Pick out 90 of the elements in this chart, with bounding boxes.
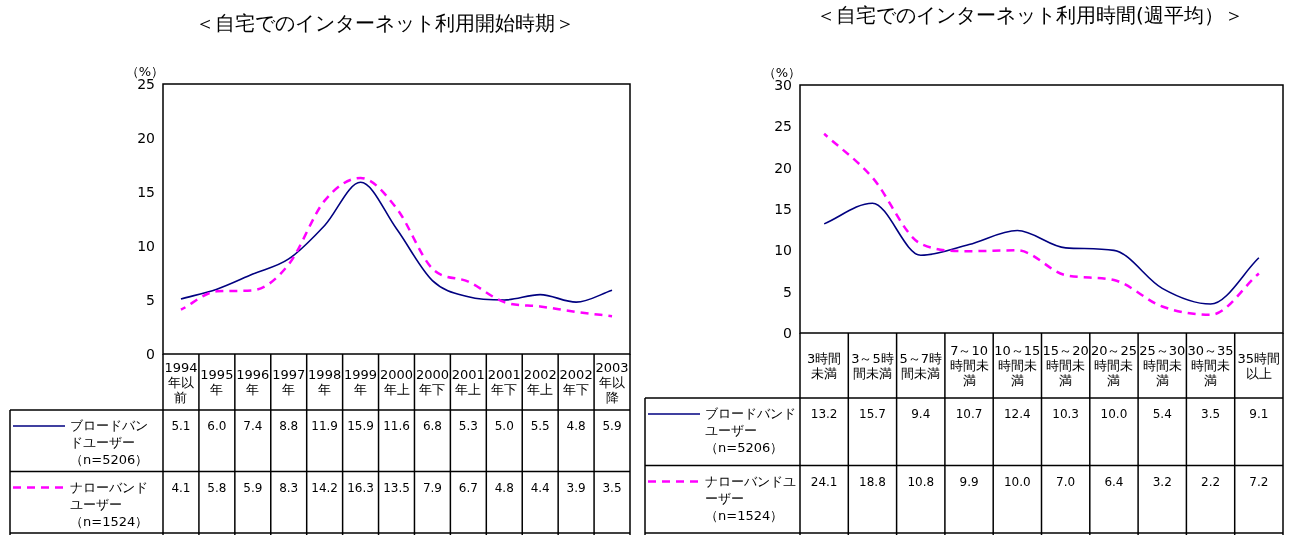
data-label: 7.9 [422, 480, 442, 495]
data-label: 2.2 [1201, 474, 1221, 489]
data-label: 5.5 [530, 419, 550, 433]
x-tick-label: 15～20時間未満 [1042, 343, 1089, 388]
data-label: 9.9 [959, 474, 979, 489]
x-tick-label: 5～7時間未満 [899, 350, 943, 381]
x-tick-label: 7～10時間未満 [949, 343, 989, 388]
legend-label: ブロードバンドユーザー（n=5206） [70, 418, 149, 467]
x-tick-label: 1997年 [272, 367, 306, 397]
legend-label: ブロードバンドユーザー（n=5206） [705, 406, 796, 455]
data-label: 6.8 [422, 419, 442, 433]
data-label: 9.1 [1249, 407, 1269, 421]
data-label: 10.0 [1003, 474, 1031, 489]
line-series [823, 202, 1260, 305]
data-label: 4.4 [530, 480, 550, 495]
x-tick-label: 2001年上 [451, 367, 485, 397]
y-tick-label: 0 [146, 346, 155, 362]
x-tick-label: 2001年下 [487, 367, 521, 397]
x-tick-label: 1999年 [344, 367, 378, 397]
x-tick-label: 20～25時間未満 [1090, 343, 1137, 388]
data-label: 10.7 [955, 407, 983, 421]
x-tick-label: 25～30時間未満 [1139, 343, 1186, 388]
data-label: 8.3 [279, 480, 299, 495]
data-label: 13.2 [810, 407, 838, 421]
x-tick-label: 1996年 [236, 367, 270, 397]
y-axis-title: （%） [762, 65, 802, 80]
x-tick-label: 2000年上 [379, 367, 414, 397]
x-tick-label: 2003年以降 [595, 359, 629, 405]
data-label: 5.0 [494, 419, 514, 433]
y-tick-label: 20 [137, 130, 155, 146]
data-label: 5.9 [243, 480, 263, 495]
data-label: 3.5 [1201, 407, 1221, 421]
data-label: 3.5 [602, 480, 622, 495]
data-label: 7.4 [243, 419, 263, 433]
data-label: 13.5 [383, 480, 410, 495]
x-tick-label: 10～15時間未満 [994, 343, 1041, 388]
data-label: 5.8 [207, 480, 227, 495]
y-tick-label: 0 [783, 325, 792, 341]
y-tick-label: 20 [774, 159, 792, 176]
x-tick-label: 1998年 [308, 367, 342, 397]
x-tick-label: 30～35時間未満 [1187, 343, 1234, 388]
data-label: 10.0 [1100, 407, 1128, 421]
data-label: 4.8 [494, 480, 514, 495]
data-label: 9.4 [911, 407, 931, 421]
data-label: 15.7 [859, 407, 886, 421]
y-tick-label: 10 [774, 242, 792, 259]
x-tick-label: 2000年下 [415, 367, 449, 397]
data-label: 6.0 [207, 419, 227, 433]
x-tick-label: 3～5時間未満 [851, 350, 894, 381]
y-tick-label: 25 [774, 118, 792, 135]
data-label: 11.9 [311, 419, 339, 433]
x-tick-label: 2002年上 [523, 367, 557, 397]
data-label: 8.8 [279, 419, 299, 433]
y-tick-label: 5 [783, 283, 792, 300]
y-tick-label: 15 [137, 184, 155, 200]
legend-label: ナローバンドユーザー（n=1524） [70, 479, 149, 529]
data-label: 6.7 [458, 480, 478, 495]
data-label: 7.0 [1056, 474, 1076, 489]
x-tick-label: 35時間以上 [1237, 350, 1281, 381]
y-tick-label: 15 [774, 201, 792, 217]
data-label: 4.1 [171, 480, 191, 495]
data-label: 16.3 [347, 480, 374, 495]
data-label: 18.8 [859, 474, 886, 489]
data-label: 10.8 [907, 474, 935, 489]
x-tick-label: 1995年 [200, 367, 234, 397]
data-label: 15.9 [347, 419, 374, 433]
data-label: 4.8 [566, 419, 586, 433]
data-label: 11.6 [383, 419, 410, 433]
legend-label: ナローバンドユーザー（n=1524） [705, 473, 796, 523]
x-tick-label: 1994年以前 [164, 359, 198, 405]
data-label: 5.1 [171, 419, 191, 433]
data-label: 5.3 [458, 419, 478, 433]
data-label: 10.3 [1052, 407, 1080, 421]
x-tick-label: 3時間未満 [807, 350, 842, 381]
line-series [822, 132, 1261, 317]
chart-title: ＜自宅でのインターネット利用開始時期＞ [195, 11, 575, 35]
y-axis-title: （%） [125, 64, 165, 79]
x-tick-label: 2002年下 [559, 367, 593, 397]
data-label: 12.4 [1003, 407, 1031, 421]
data-label: 7.2 [1249, 474, 1269, 489]
chart-title: ＜自宅でのインターネット利用時間(週平均）＞ [816, 3, 1244, 27]
data-label: 14.2 [311, 480, 339, 495]
data-label: 3.2 [1152, 474, 1172, 489]
data-label: 5.4 [1152, 407, 1172, 421]
y-tick-label: 10 [137, 238, 155, 254]
y-tick-label: 5 [146, 292, 155, 308]
data-label: 24.1 [810, 474, 838, 489]
data-label: 6.4 [1104, 474, 1124, 489]
data-label: 5.9 [602, 419, 622, 433]
data-label: 3.9 [566, 480, 586, 495]
